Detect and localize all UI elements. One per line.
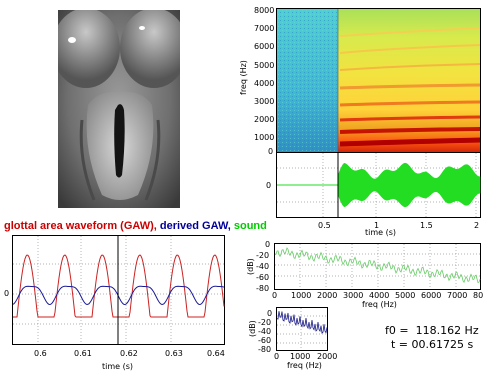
spectrogram-ylabel: freq (Hz)	[239, 60, 248, 95]
spectrogram-harmonics	[339, 27, 482, 147]
spectrum-xtick-0: 0	[272, 291, 278, 300]
small-spectrum-plot[interactable]	[276, 307, 328, 351]
spectrum-xtick-6: 6000	[421, 291, 442, 300]
sound-ytick-0: 0	[266, 181, 272, 190]
gaw-panel-title: glottal area waveform (GAW), derived GAW…	[4, 220, 267, 232]
spec-ytick-4: 4000	[254, 79, 275, 88]
spectrum-xtick-3: 3000	[343, 291, 364, 300]
spectrogram-plot[interactable]	[276, 8, 482, 153]
spec-ytick-0: 8000	[254, 6, 275, 15]
sound-xtick-0: 0.5	[318, 221, 331, 230]
spec-ytick-2: 6000	[254, 42, 275, 51]
sound-xtick-1: 1	[374, 221, 380, 230]
spec-ytick-6: 2000	[254, 115, 275, 124]
small-spectrum-ytick-3: -60	[258, 336, 272, 345]
title-derived-gaw: derived GAW,	[159, 220, 231, 232]
glottis-image	[52, 8, 188, 208]
f0-readout: f0 = 118.162 Hz	[385, 324, 479, 337]
small-spectrum-xlabel: freq (Hz)	[287, 361, 322, 370]
spectrum-ytick-2: -40	[256, 262, 270, 271]
spectrum-xtick-5: 5000	[395, 291, 416, 300]
time-readout: t = 00.61725 s	[391, 338, 474, 351]
gaw-xtick-3: 0.63	[165, 349, 183, 358]
spectrum-plot[interactable]	[274, 243, 481, 290]
spectrum-xtick-4: 4000	[369, 291, 390, 300]
small-spectrum-ytick-2: -40	[258, 327, 272, 336]
gaw-xtick-1: 0.61	[74, 349, 92, 358]
spectrum-ytick-0: 0	[265, 240, 271, 249]
title-gaw: glottal area waveform (GAW),	[4, 220, 157, 232]
small-spectrum-xtick-0: 0	[274, 352, 280, 361]
title-sound: sound	[233, 220, 267, 232]
spec-ytick-3: 5000	[254, 61, 275, 70]
small-spectrum-ylabel: (dB)	[248, 320, 257, 337]
small-spectrum-trace	[276, 311, 328, 334]
spec-ytick-8: 0	[268, 147, 274, 156]
gaw-xlabel: time (s)	[102, 362, 134, 371]
spectrum-xtick-8: 80	[473, 291, 483, 300]
small-spectrum-ytick-4: -80	[258, 345, 272, 354]
spec-ytick-1: 7000	[254, 24, 275, 33]
spectrum-grid	[275, 244, 480, 289]
small-spectrum-xtick-1: 1000	[290, 352, 311, 361]
spectrum-xlabel: freq (Hz)	[362, 300, 397, 309]
spectrum-ytick-3: -60	[256, 273, 270, 282]
sound-plot[interactable]	[276, 152, 481, 218]
small-spectrum-ytick-1: -20	[258, 318, 272, 327]
video-frame	[52, 8, 188, 208]
sound-xtick-3: 2	[474, 221, 480, 230]
spectrum-ytick-4: -80	[256, 284, 270, 293]
spectrum-trace	[274, 247, 481, 284]
small-spectrum-ytick-0: 0	[267, 309, 273, 318]
small-spectrum-xtick-2: 2000	[317, 352, 338, 361]
spectrum-xtick-2: 2000	[317, 291, 338, 300]
sound-waveform	[337, 162, 481, 208]
spectrum-ylabel: (dB)	[246, 258, 255, 275]
gaw-xtick-0: 0.6	[34, 349, 47, 358]
gaw-plot[interactable]	[12, 235, 225, 345]
spectrum-xtick-7: 7000	[447, 291, 468, 300]
spec-ytick-5: 3000	[254, 97, 275, 106]
gaw-xtick-4: 0.64	[207, 349, 225, 358]
spectrum-xtick-1: 1000	[291, 291, 312, 300]
sound-xtick-2: 1.5	[420, 221, 433, 230]
sound-xlabel: time (s)	[365, 228, 397, 237]
spectrum-ytick-1: -20	[256, 251, 270, 260]
gaw-xtick-2: 0.62	[120, 349, 138, 358]
gaw-ytick-0: 0	[4, 289, 10, 298]
spec-ytick-7: 1000	[254, 133, 275, 142]
